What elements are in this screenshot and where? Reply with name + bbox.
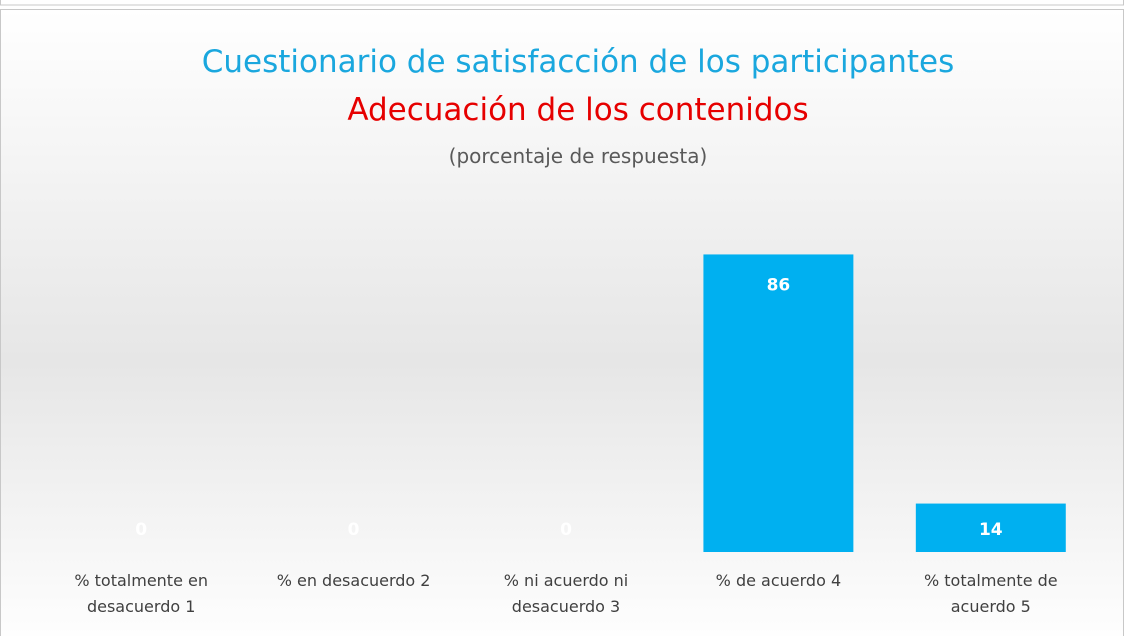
x-tick-label: % totalmente de acuerdo 5 <box>923 571 1058 616</box>
data-label: 14 <box>979 520 1003 540</box>
bar <box>915 503 1066 552</box>
top-strip <box>0 0 1124 6</box>
x-tick-label: % en desacuerdo 2 <box>276 571 431 590</box>
chart-subtitle: Adecuación de los contenidos <box>347 92 808 128</box>
data-label: 0 <box>348 520 360 540</box>
x-tick-label: % ni acuerdo ni desacuerdo 3 <box>503 571 629 616</box>
data-label: 0 <box>135 520 147 540</box>
bar <box>703 254 854 552</box>
chart-title: Cuestionario de satisfacción de los part… <box>202 44 955 80</box>
chart-note: (porcentaje de respuesta) <box>449 144 708 168</box>
x-tick-label: % totalmente en desacuerdo 1 <box>74 571 208 616</box>
x-tick-label: % de acuerdo 4 <box>715 571 842 590</box>
data-label: 0 <box>560 520 572 540</box>
data-label: 86 <box>767 275 791 295</box>
